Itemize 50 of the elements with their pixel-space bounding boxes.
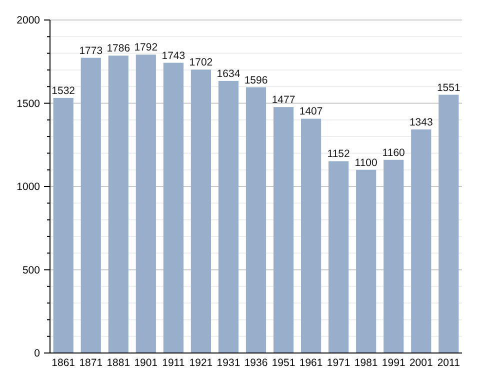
data-label: 1343 [409, 116, 433, 128]
data-label: 1152 [327, 148, 350, 160]
y-tick-label: 500 [22, 264, 40, 276]
data-label: 1596 [244, 74, 268, 86]
x-tick-label: 1981 [354, 357, 378, 369]
x-tick-label: 2011 [437, 357, 460, 369]
data-label: 1477 [272, 94, 296, 106]
data-label: 1792 [134, 42, 158, 54]
bar [273, 107, 294, 353]
bar [53, 98, 74, 353]
data-label: 1551 [436, 82, 460, 94]
data-label: 1532 [52, 84, 76, 97]
data-label: 1160 [382, 146, 406, 159]
x-tick-label: 1901 [134, 357, 158, 369]
bar [301, 118, 322, 353]
x-tick-label: 1921 [189, 357, 213, 369]
data-label: 1773 [79, 44, 103, 57]
x-tick-label: 1961 [299, 357, 323, 369]
bar [80, 58, 101, 353]
bar [190, 70, 211, 353]
y-tick-label: 1000 [16, 181, 40, 194]
y-tick-label: 1500 [16, 98, 40, 110]
x-tick-label: 1911 [162, 357, 185, 369]
data-label: 1743 [162, 50, 186, 62]
bar [108, 56, 128, 353]
x-tick-label: 1951 [272, 357, 296, 369]
x-tick-label: 2001 [409, 357, 433, 369]
data-label: 1634 [216, 68, 240, 80]
data-label: 1407 [299, 106, 323, 118]
x-tick-label: 1931 [216, 357, 240, 369]
data-label: 1100 [354, 156, 378, 169]
bar [356, 170, 376, 353]
y-tick-label: 2000 [16, 14, 40, 27]
y-tick-label: 0 [34, 348, 40, 360]
x-tick-label: 1871 [79, 357, 103, 369]
bar [136, 54, 156, 353]
bar [328, 161, 349, 353]
bar [438, 94, 459, 353]
x-tick-label: 1881 [106, 357, 130, 369]
bar [384, 160, 404, 353]
bar [163, 62, 184, 353]
x-tick-label: 1936 [244, 357, 268, 369]
x-tick-label: 1861 [52, 357, 76, 369]
bar [218, 80, 239, 353]
bar [246, 87, 266, 353]
data-label: 1702 [189, 56, 213, 69]
x-tick-label: 1971 [326, 357, 350, 369]
x-tick-label: 1991 [382, 357, 406, 369]
bar [411, 129, 432, 353]
data-label: 1786 [106, 42, 130, 55]
